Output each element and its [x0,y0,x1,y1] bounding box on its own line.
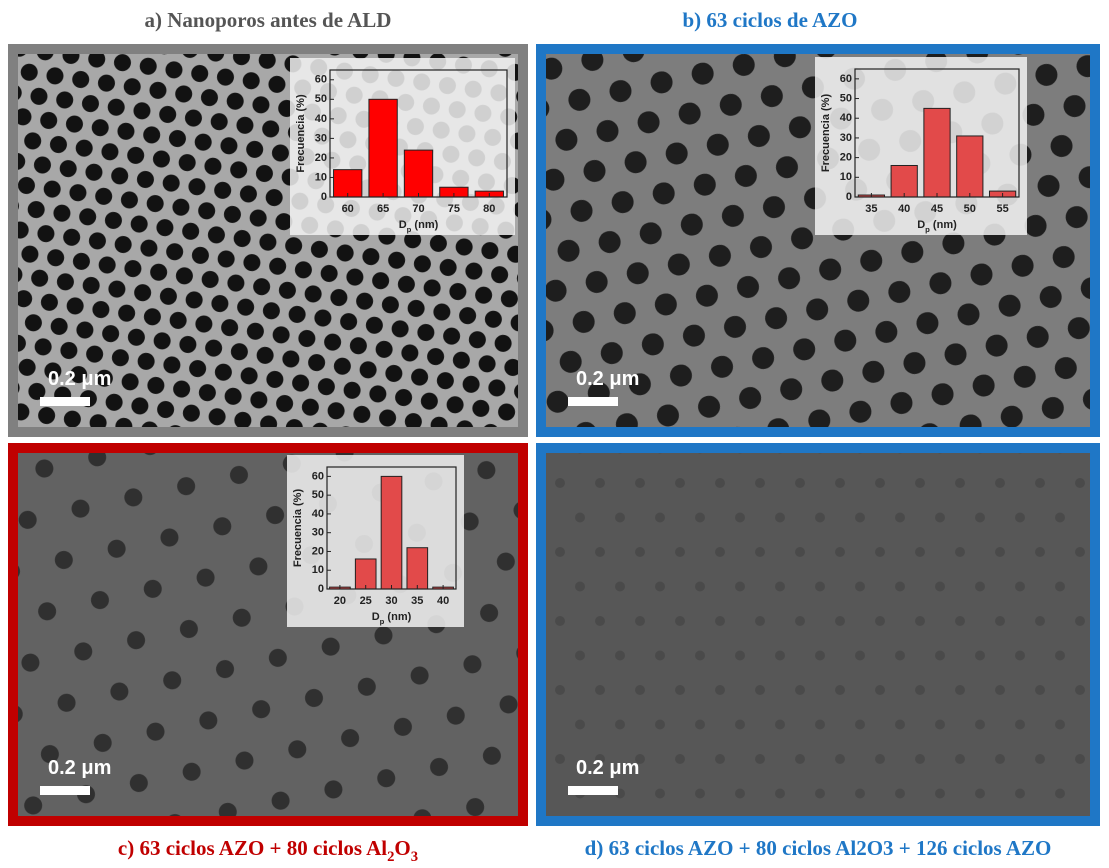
bar [355,559,376,589]
y-tick-label: 60 [312,470,324,482]
panel-title: a) Nanoporos antes de ALD [145,8,392,32]
x-tick-label: 25 [360,595,372,607]
text-part: (nm) [411,219,438,231]
text-part: 3 [411,849,418,865]
y-tick-label: 60 [840,73,852,85]
y-axis-label: Frecuencia (%) [820,94,832,173]
text-part: a) Nanoporos antes de ALD [145,8,392,32]
text-part: b) 63 ciclos de AZO [682,8,857,32]
bar [407,548,428,589]
y-axis-label: Frecuencia (%) [292,489,304,568]
scale-bar [568,397,618,406]
y-tick-label: 0 [318,583,324,595]
scale-bar [568,786,618,795]
y-tick-label: 50 [840,92,852,104]
y-axis-label: Frecuencia (%) [295,94,307,173]
x-tick-label: 35 [865,203,877,215]
text-part: D [399,219,407,231]
y-tick-label: 20 [840,152,852,164]
y-tick-label: 30 [312,527,324,539]
x-tick-label: 30 [385,595,397,607]
text-part: d) 63 ciclos AZO + 80 ciclos Al2O3 + 126… [585,836,1052,860]
bar [381,476,402,589]
bar [334,170,362,197]
y-tick-label: 10 [840,171,852,183]
y-tick-label: 40 [840,112,852,124]
text-part: c) 63 ciclos AZO + 80 ciclos Al [118,836,387,860]
y-tick-label: 60 [315,74,327,86]
x-tick-label: 55 [996,203,1008,215]
x-tick-label: 20 [334,595,346,607]
y-tick-label: 30 [315,132,327,144]
y-tick-label: 10 [312,564,324,576]
x-tick-label: 65 [377,203,389,215]
text-part: D [372,611,380,623]
panel-title: d) 63 ciclos AZO + 80 ciclos Al2O3 + 126… [585,836,1052,860]
x-tick-label: 50 [964,203,976,215]
y-tick-label: 10 [315,171,327,183]
y-tick-label: 50 [312,489,324,501]
text-part: D [917,219,925,231]
text-part: 2 [387,849,394,865]
scale-bar-label: 0.2 μm [576,368,639,390]
scale-bar [40,786,90,795]
x-tick-label: 45 [931,203,943,215]
bar [404,150,432,197]
bar [957,136,983,197]
scale-bar-label: 0.2 μm [48,368,111,390]
y-tick-label: 0 [846,191,852,203]
x-tick-label: 40 [437,595,449,607]
x-tick-label: 80 [483,203,495,215]
y-tick-label: 20 [315,152,327,164]
bar [369,99,397,197]
text-part: (nm) [930,219,957,231]
y-tick-label: 40 [312,508,324,520]
x-tick-label: 60 [342,203,354,215]
bar [924,108,950,197]
text-part: O [394,836,410,860]
scale-bar [40,397,90,406]
x-tick-label: 40 [898,203,910,215]
y-tick-label: 40 [315,113,327,125]
figure: a) Nanoporos antes de ALD 0.2 μm b) 63 cic… [0,0,1109,868]
scale-bar-label: 0.2 μm [576,757,639,779]
panel-title: b) 63 ciclos de AZO [682,8,857,32]
text-part: (nm) [384,611,411,623]
x-tick-label: 70 [412,203,424,215]
y-tick-label: 30 [840,132,852,144]
y-tick-label: 20 [312,545,324,557]
panel-title: c) 63 ciclos AZO + 80 ciclos Al2O3 [118,836,418,866]
x-tick-label: 75 [448,203,460,215]
bar [891,165,917,197]
y-tick-label: 50 [315,93,327,105]
x-tick-label: 35 [411,595,423,607]
y-tick-label: 0 [321,191,327,203]
scale-bar-label: 0.2 μm [48,757,111,779]
